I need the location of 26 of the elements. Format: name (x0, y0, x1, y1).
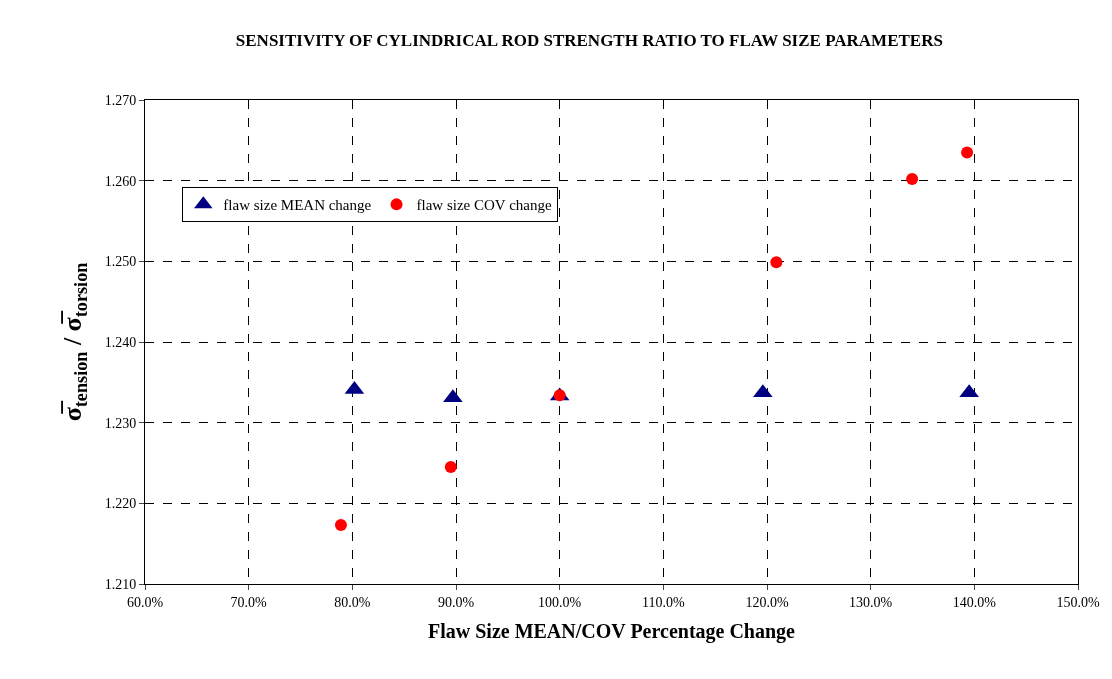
legend-label: flaw size COV change (416, 197, 552, 214)
point (959, 384, 979, 398)
x-tick-label: 140.0% (952, 594, 997, 610)
x-tick-label: 70.0% (230, 594, 268, 610)
x-tick-label: 80.0% (334, 594, 371, 610)
point (961, 146, 974, 159)
chart-title: SENSITIVITY OF CYLINDRICAL ROD STRENGTH RATIO TO FLAW SIZE PARAMETERS (235, 30, 943, 50)
y-tick-label: 1.220 (104, 496, 137, 512)
y-tick-label: 1.250 (104, 254, 137, 270)
x-tick-label: 90.0% (437, 594, 475, 610)
x-tick-label: 100.0% (538, 594, 582, 610)
legend-label: flaw size MEAN change (223, 197, 372, 214)
y-tick-label: 1.210 (104, 576, 137, 592)
x-tick-label: 150.0% (1056, 594, 1100, 610)
y-tick-label: 1.240 (104, 334, 137, 350)
x-tick-label: 130.0% (849, 594, 893, 610)
y-tick-label: 1.270 (104, 92, 137, 108)
x-tick-label: 120.0% (745, 594, 789, 610)
x-axis-title: Flaw Size MEAN/COV Percentage Change (428, 620, 796, 644)
y-tick-label: 1.260 (104, 173, 137, 189)
x-tick-label: 60.0% (126, 594, 164, 610)
point (770, 256, 783, 269)
x-tick-label: 110.0% (642, 594, 685, 610)
y-tick-label: 1.230 (104, 415, 137, 431)
point (906, 173, 919, 186)
point (753, 384, 773, 398)
